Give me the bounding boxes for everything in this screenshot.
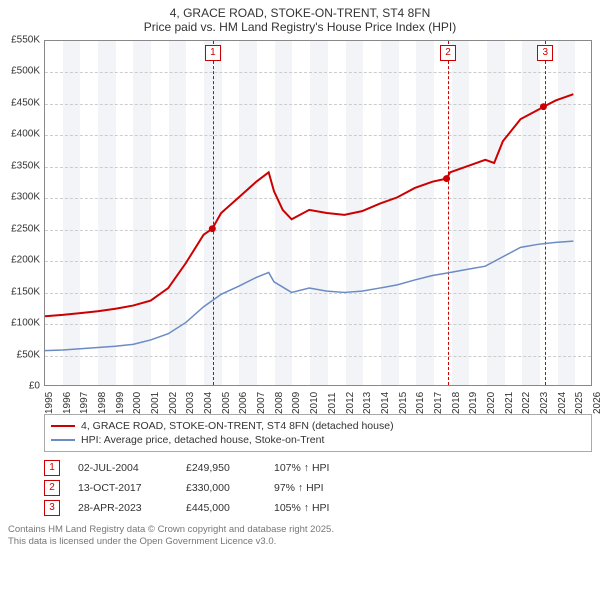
transaction-date: 02-JUL-2004 [78, 462, 168, 474]
transaction-price: £249,950 [186, 462, 256, 474]
ytick-label: £500K [0, 66, 40, 77]
marker-dot [443, 175, 450, 182]
ytick-label: £450K [0, 97, 40, 108]
legend-swatch [51, 425, 75, 427]
ytick-label: £350K [0, 160, 40, 171]
legend-row: HPI: Average price, detached house, Stok… [51, 433, 585, 447]
series-line [45, 94, 573, 316]
marker-badge: 1 [205, 45, 221, 61]
chart-subtitle: Price paid vs. HM Land Registry's House … [0, 20, 600, 38]
transaction-pct: 107% ↑ HPI [274, 462, 364, 474]
plot-region: 1 2 3 [44, 40, 592, 386]
transaction-badge: 2 [44, 480, 60, 496]
ytick-label: £300K [0, 192, 40, 203]
ytick-label: £200K [0, 255, 40, 266]
ytick-label: £0 [0, 381, 40, 392]
legend-row: 4, GRACE ROAD, STOKE-ON-TRENT, ST4 8FN (… [51, 419, 585, 433]
transaction-pct: 105% ↑ HPI [274, 502, 364, 514]
legend-label: HPI: Average price, detached house, Stok… [81, 434, 324, 446]
ytick-label: £50K [0, 349, 40, 360]
transaction-row: 2 13-OCT-2017 £330,000 97% ↑ HPI [44, 478, 592, 498]
transaction-price: £330,000 [186, 482, 256, 494]
transaction-row: 3 28-APR-2023 £445,000 105% ↑ HPI [44, 498, 592, 518]
transaction-badge: 3 [44, 500, 60, 516]
transaction-date: 28-APR-2023 [78, 502, 168, 514]
credit-line-1: Contains HM Land Registry data © Crown c… [8, 524, 592, 536]
ytick-label: £400K [0, 129, 40, 140]
transaction-pct: 97% ↑ HPI [274, 482, 364, 494]
xtick-label: 2026 [592, 392, 600, 414]
chart-title: 4, GRACE ROAD, STOKE-ON-TRENT, ST4 8FN [0, 0, 600, 20]
ytick-label: £100K [0, 318, 40, 329]
ytick-label: £250K [0, 223, 40, 234]
legend-label: 4, GRACE ROAD, STOKE-ON-TRENT, ST4 8FN (… [81, 420, 394, 432]
marker-badge: 2 [440, 45, 456, 61]
transaction-date: 13-OCT-2017 [78, 482, 168, 494]
legend: 4, GRACE ROAD, STOKE-ON-TRENT, ST4 8FN (… [44, 414, 592, 452]
marker-badge: 3 [537, 45, 553, 61]
transactions-table: 1 02-JUL-2004 £249,950 107% ↑ HPI 2 13-OCT-20… [44, 458, 592, 518]
transaction-price: £445,000 [186, 502, 256, 514]
legend-swatch [51, 439, 75, 441]
credit-line-2: This data is licensed under the Open Gov… [8, 536, 592, 548]
ytick-label: £150K [0, 286, 40, 297]
transaction-badge: 1 [44, 460, 60, 476]
credit-text: Contains HM Land Registry data © Crown c… [8, 524, 592, 549]
transaction-row: 1 02-JUL-2004 £249,950 107% ↑ HPI [44, 458, 592, 478]
line-svg [45, 41, 591, 385]
marker-dot [540, 103, 547, 110]
marker-dot [209, 225, 216, 232]
series-line [45, 241, 573, 350]
chart-area: 123 £0£50K£100K£150K£200K£250K£300K£350K… [44, 40, 592, 410]
ytick-label: £550K [0, 35, 40, 46]
